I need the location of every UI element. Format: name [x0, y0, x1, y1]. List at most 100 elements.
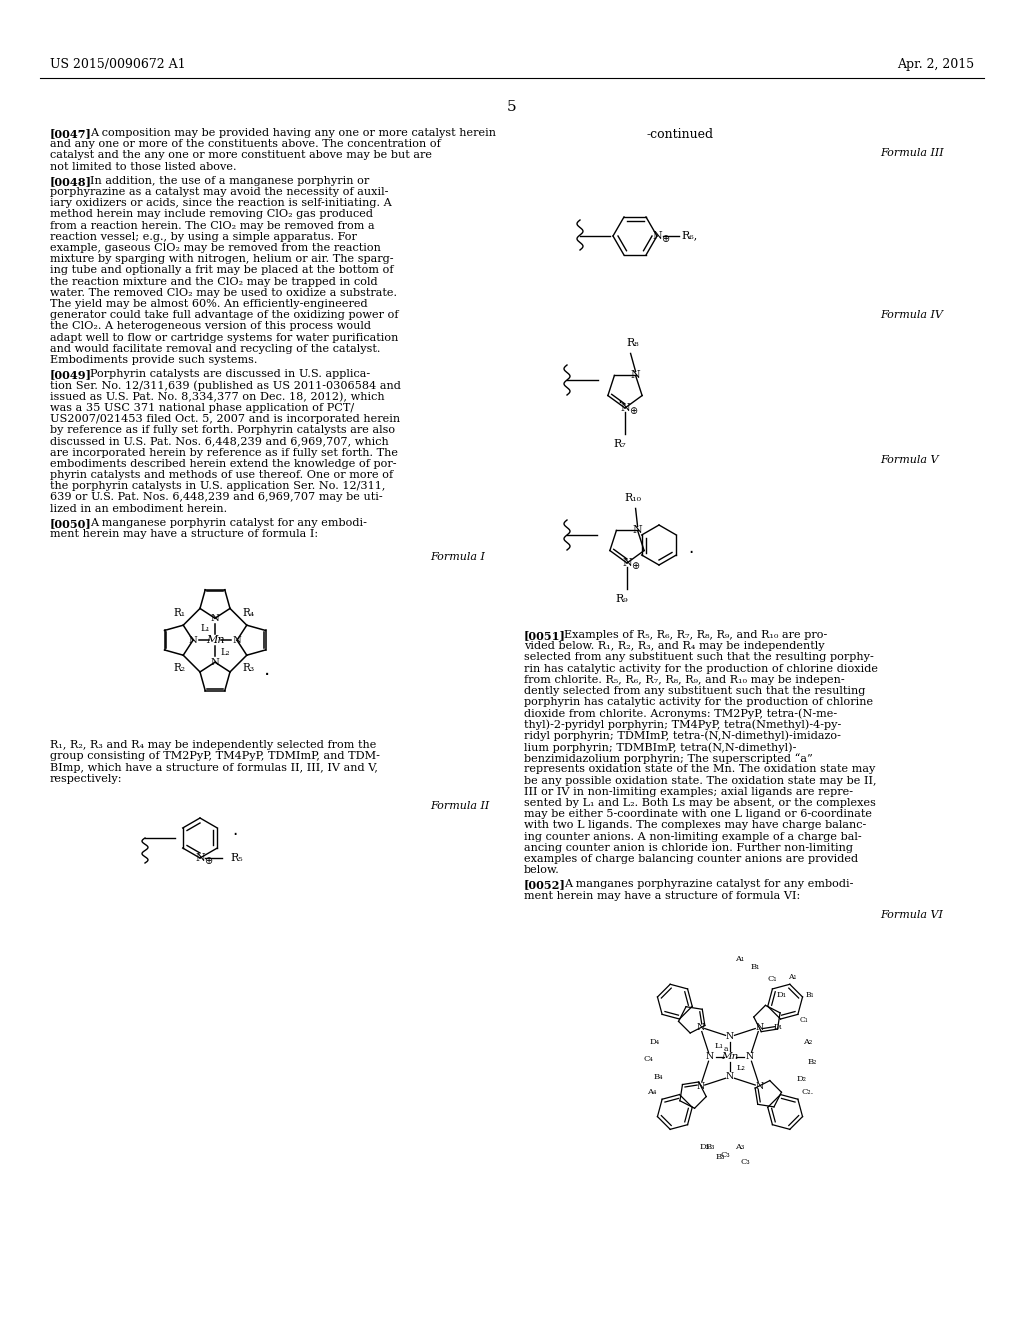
Text: .: .	[688, 539, 693, 557]
Text: selected from any substituent such that the resulting porphy-: selected from any substituent such that …	[524, 652, 873, 663]
Text: from chlorite. R₅, R₆, R₇, R₈, R₉, and R₁₀ may be indepen-: from chlorite. R₅, R₆, R₇, R₈, R₉, and R…	[524, 675, 845, 685]
Text: may be either 5-coordinate with one L ligand or 6-coordinate: may be either 5-coordinate with one L li…	[524, 809, 872, 820]
Text: R₈: R₈	[627, 338, 639, 348]
Text: N: N	[652, 231, 662, 242]
Text: Examples of R₅, R₆, R₇, R₈, R₉, and R₁₀ are pro-: Examples of R₅, R₆, R₇, R₈, R₉, and R₁₀ …	[564, 630, 827, 640]
Text: US2007/021453 filed Oct. 5, 2007 and is incorporated herein: US2007/021453 filed Oct. 5, 2007 and is …	[50, 414, 400, 424]
Text: adapt well to flow or cartridge systems for water purification: adapt well to flow or cartridge systems …	[50, 333, 398, 343]
Text: N: N	[696, 1023, 705, 1032]
Text: In addition, the use of a manganese porphyrin or: In addition, the use of a manganese porp…	[90, 176, 370, 186]
Text: the porphyrin catalysts in U.S. application Ser. No. 12/311,: the porphyrin catalysts in U.S. applicat…	[50, 482, 385, 491]
Text: ⊕: ⊕	[631, 561, 639, 572]
Text: D₁: D₁	[777, 991, 787, 999]
Text: R₁₀: R₁₀	[624, 494, 641, 503]
Text: [0052]: [0052]	[524, 879, 566, 891]
Text: C₁: C₁	[799, 1016, 808, 1024]
Text: Formula IV: Formula IV	[880, 310, 943, 319]
Text: N: N	[188, 636, 198, 644]
Text: N: N	[745, 1052, 754, 1061]
Text: C₃: C₃	[720, 1151, 730, 1159]
Text: ing tube and optionally a frit may be placed at the bottom of: ing tube and optionally a frit may be pl…	[50, 265, 393, 276]
Text: ridyl porphyrin; TDMImP, tetra-(N,N-dimethyl)-imidazo-: ridyl porphyrin; TDMImP, tetra-(N,N-dime…	[524, 731, 841, 742]
Text: A₂: A₂	[804, 1038, 813, 1045]
Text: with two L ligands. The complexes may have charge balanc-: with two L ligands. The complexes may ha…	[524, 821, 866, 830]
Text: lized in an embodiment herein.: lized in an embodiment herein.	[50, 504, 227, 513]
Text: BImp, which have a structure of formulas II, III, IV and V,: BImp, which have a structure of formulas…	[50, 763, 378, 772]
Text: Formula V: Formula V	[880, 455, 939, 465]
Text: 639 or U.S. Pat. Nos. 6,448,239 and 6,969,707 may be uti-: 639 or U.S. Pat. Nos. 6,448,239 and 6,96…	[50, 492, 383, 503]
Text: D₁: D₁	[774, 1023, 783, 1031]
Text: N: N	[756, 1023, 764, 1032]
Text: vided below. R₁, R₂, R₃, and R₄ may be independently: vided below. R₁, R₂, R₃, and R₄ may be i…	[524, 642, 824, 651]
Text: water. The removed ClO₂ may be used to oxidize a substrate.: water. The removed ClO₂ may be used to o…	[50, 288, 397, 298]
Text: R₃: R₃	[243, 663, 254, 673]
Text: R₄: R₄	[243, 607, 254, 618]
Text: A composition may be provided having any one or more catalyst herein: A composition may be provided having any…	[90, 128, 496, 139]
Text: Formula I: Formula I	[430, 552, 485, 562]
Text: N: N	[696, 1082, 705, 1092]
Text: reaction vessel; e.g., by using a simple apparatus. For: reaction vessel; e.g., by using a simple…	[50, 232, 357, 242]
Text: [0047]: [0047]	[50, 128, 92, 139]
Text: B₃: B₃	[706, 1143, 715, 1151]
Text: L₁: L₁	[715, 1041, 723, 1049]
Text: A₃: A₃	[735, 1143, 744, 1151]
Text: R₁: R₁	[174, 607, 185, 618]
Text: Porphyrin catalysts are discussed in U.S. applica-: Porphyrin catalysts are discussed in U.S…	[90, 370, 370, 379]
Text: ⊕: ⊕	[204, 855, 212, 866]
Text: Apr. 2, 2015: Apr. 2, 2015	[897, 58, 974, 71]
Text: below.: below.	[524, 865, 560, 875]
Text: example, gaseous ClO₂ may be removed from the reaction: example, gaseous ClO₂ may be removed fro…	[50, 243, 381, 253]
Text: ment herein may have a structure of formula VI:: ment herein may have a structure of form…	[524, 891, 800, 900]
Text: issued as U.S. Pat. No. 8,334,377 on Dec. 18, 2012), which: issued as U.S. Pat. No. 8,334,377 on Dec…	[50, 392, 385, 403]
Text: A manganes porphyrazine catalyst for any embodi-: A manganes porphyrazine catalyst for any…	[564, 879, 853, 890]
Text: [0048]: [0048]	[50, 176, 92, 187]
Text: N: N	[211, 614, 219, 623]
Text: A₄: A₄	[647, 1088, 656, 1096]
Text: ⊕: ⊕	[660, 234, 669, 244]
Text: benzimidazolium porphyrin; The superscripted “a”: benzimidazolium porphyrin; The superscri…	[524, 754, 813, 764]
Text: porphyrazine as a catalyst may avoid the necessity of auxil-: porphyrazine as a catalyst may avoid the…	[50, 187, 388, 197]
Text: catalyst and the any one or more constituent above may be but are: catalyst and the any one or more constit…	[50, 150, 432, 161]
Text: .: .	[232, 821, 238, 840]
Text: N: N	[623, 558, 632, 568]
Text: Formula VI: Formula VI	[880, 909, 943, 920]
Text: C₂.: C₂.	[802, 1088, 814, 1096]
Text: and would facilitate removal and recycling of the catalyst.: and would facilitate removal and recycli…	[50, 343, 380, 354]
Text: [0049]: [0049]	[50, 370, 92, 380]
Text: by reference as if fully set forth. Porphyrin catalysts are also: by reference as if fully set forth. Porp…	[50, 425, 395, 436]
Text: examples of charge balancing counter anions are provided: examples of charge balancing counter ani…	[524, 854, 858, 865]
Text: embodiments described herein extend the knowledge of por-: embodiments described herein extend the …	[50, 459, 396, 469]
Text: B₃: B₃	[716, 1152, 725, 1160]
Text: sented by L₁ and L₂. Both Ls may be absent, or the complexes: sented by L₁ and L₂. Both Ls may be abse…	[524, 799, 876, 808]
Text: not limited to those listed above.: not limited to those listed above.	[50, 161, 237, 172]
Text: group consisting of TM2PyP, TM4PyP, TDMImP, and TDM-: group consisting of TM2PyP, TM4PyP, TDMI…	[50, 751, 380, 762]
Text: N: N	[633, 525, 642, 536]
Text: porphyrin has catalytic activity for the production of chlorine: porphyrin has catalytic activity for the…	[524, 697, 873, 708]
Text: R₇: R₇	[613, 440, 627, 449]
Text: ancing counter anion is chloride ion. Further non-limiting: ancing counter anion is chloride ion. Fu…	[524, 842, 853, 853]
Text: R₆,: R₆,	[681, 230, 697, 240]
Text: and any one or more of the constituents above. The concentration of: and any one or more of the constituents …	[50, 139, 440, 149]
Text: discussed in U.S. Pat. Nos. 6,448,239 and 6,969,707, which: discussed in U.S. Pat. Nos. 6,448,239 an…	[50, 437, 389, 446]
Text: rin has catalytic activity for the production of chlorine dioxide: rin has catalytic activity for the produ…	[524, 664, 878, 673]
Text: C₃: C₃	[740, 1158, 750, 1166]
Text: the reaction mixture and the ClO₂ may be trapped in cold: the reaction mixture and the ClO₂ may be…	[50, 277, 378, 286]
Text: III or IV in non-limiting examples; axial ligands are repre-: III or IV in non-limiting examples; axia…	[524, 787, 853, 797]
Text: The yield may be almost 60%. An efficiently-engineered: The yield may be almost 60%. An efficien…	[50, 300, 368, 309]
Text: dioxide from chlorite. Acronyms: TM2PyP, tetra-(N-me-: dioxide from chlorite. Acronyms: TM2PyP,…	[524, 709, 838, 719]
Text: thyl)-2-pyridyl porphyrin; TM4PyP, tetra(Nmethyl)-4-py-: thyl)-2-pyridyl porphyrin; TM4PyP, tetra…	[524, 719, 842, 730]
Text: ing counter anions. A non-limiting example of a charge bal-: ing counter anions. A non-limiting examp…	[524, 832, 861, 842]
Text: N: N	[726, 1032, 734, 1041]
Text: 5: 5	[507, 100, 517, 114]
Text: R₉: R₉	[615, 594, 629, 605]
Text: A₁: A₁	[787, 973, 796, 981]
Text: B₄: B₄	[653, 1073, 663, 1081]
Text: represents oxidation state of the Mn. The oxidation state may: represents oxidation state of the Mn. Th…	[524, 764, 876, 775]
Text: D₃: D₃	[700, 1143, 710, 1151]
Text: phyrin catalysts and methods of use thereof. One or more of: phyrin catalysts and methods of use ther…	[50, 470, 393, 480]
Text: R₁, R₂, R₃ and R₄ may be independently selected from the: R₁, R₂, R₃ and R₄ may be independently s…	[50, 741, 377, 750]
Text: method herein may include removing ClO₂ gas produced: method herein may include removing ClO₂ …	[50, 210, 373, 219]
Text: B₂: B₂	[807, 1057, 817, 1065]
Text: R₅: R₅	[230, 853, 243, 863]
Text: [0051]: [0051]	[524, 630, 566, 642]
